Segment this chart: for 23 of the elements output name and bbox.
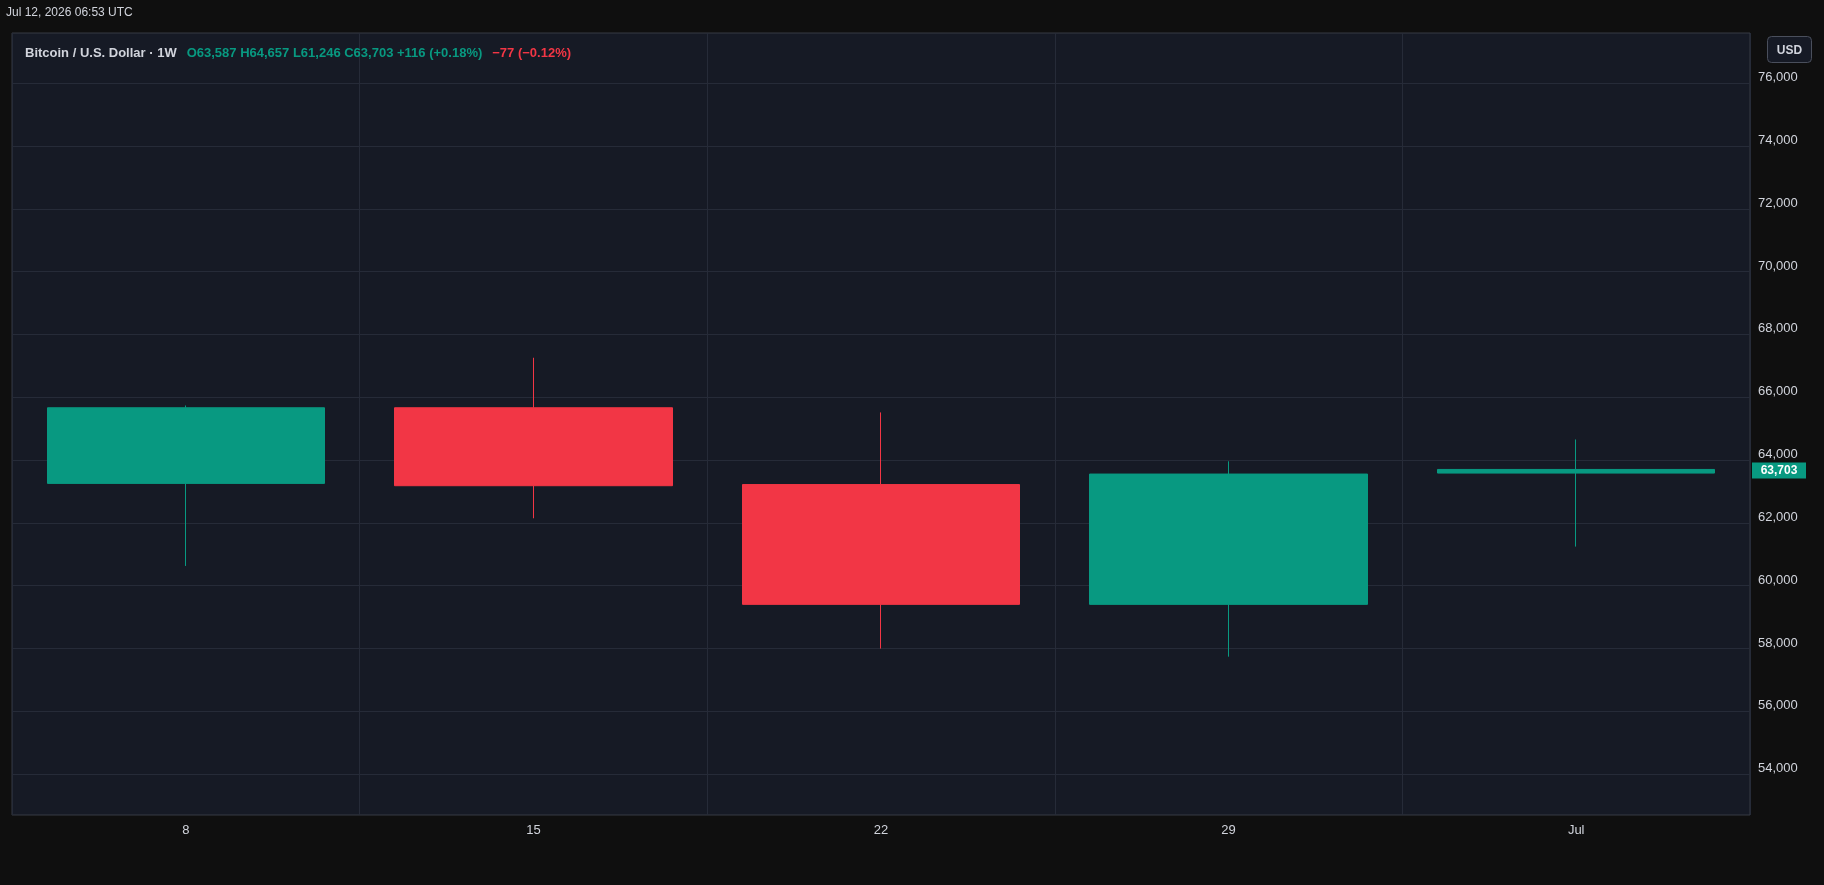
y-tick-label: 66,000	[1758, 383, 1798, 399]
x-tick-label: 15	[526, 822, 541, 837]
y-tick-label: 58,000	[1758, 634, 1798, 650]
x-tick-label: 22	[873, 822, 889, 837]
y-tick-label: 60,000	[1758, 571, 1798, 587]
y-tick-label: 74,000	[1758, 132, 1798, 148]
annotation: −77 (−0.12%)	[492, 44, 572, 60]
annotation: O63,587 H64,657 L61,246 C63,703 +116 (+0.18%)	[186, 44, 483, 60]
x-tick-label: 29	[1221, 822, 1236, 837]
y-tick-label: 70,000	[1758, 257, 1798, 273]
y-tick-label: 72,000	[1758, 194, 1798, 210]
text: USD	[1776, 42, 1803, 57]
text: 63,703	[1760, 463, 1798, 478]
x-tick-label: 8	[182, 822, 190, 837]
y-tick-label: 62,000	[1758, 508, 1798, 524]
y-tick-label: 54,000	[1758, 760, 1798, 776]
text: Jul 12, 2026 06:53 UTC	[6, 5, 134, 19]
x-tick-label: Jul	[1567, 822, 1585, 837]
y-tick-label: 68,000	[1758, 320, 1798, 336]
y-tick-label: 64,000	[1758, 446, 1798, 462]
text: Bitcoin / U.S. Dollar · 1W	[25, 44, 178, 60]
y-tick-label: 76,000	[1758, 69, 1798, 85]
y-tick-label: 56,000	[1758, 697, 1798, 713]
